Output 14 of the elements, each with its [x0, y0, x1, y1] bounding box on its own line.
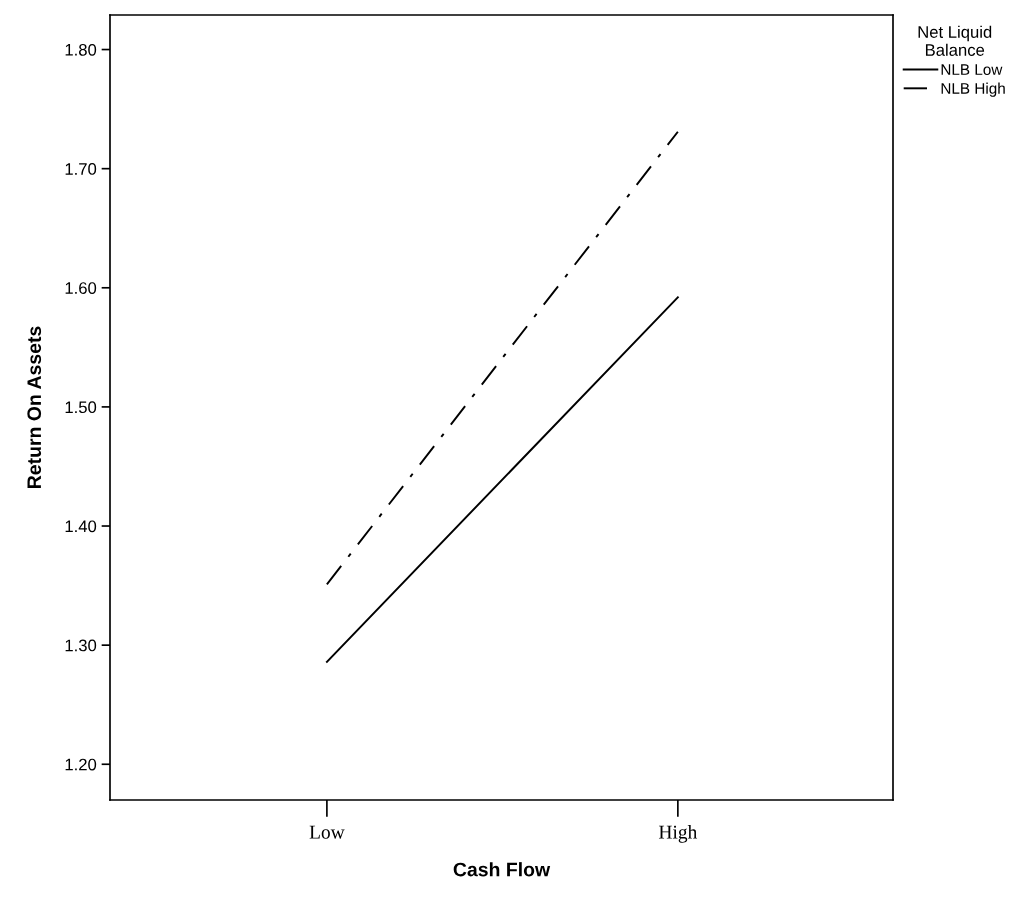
- y-tick-label: 1.70: [65, 163, 97, 175]
- legend-label: NLB High: [941, 82, 1005, 97]
- legend-label: NLB Low: [941, 64, 1003, 75]
- x-tick-label: High: [658, 825, 698, 843]
- y-tick-label: 1.20: [65, 758, 97, 771]
- x-axis-title: Cash Flow: [453, 862, 551, 877]
- y-tick-label: 1.60: [65, 282, 97, 294]
- y-tick-label: 1.40: [65, 520, 97, 533]
- y-tick-label: 1.50: [65, 401, 97, 414]
- y-tick-label: 1.80: [65, 43, 97, 56]
- y-tick-label: 1.30: [65, 639, 97, 652]
- legend-title: Net Liquid Balance: [918, 25, 992, 56]
- y-axis-title: Return On Assets: [27, 326, 42, 488]
- x-tick-label: Low: [309, 825, 345, 839]
